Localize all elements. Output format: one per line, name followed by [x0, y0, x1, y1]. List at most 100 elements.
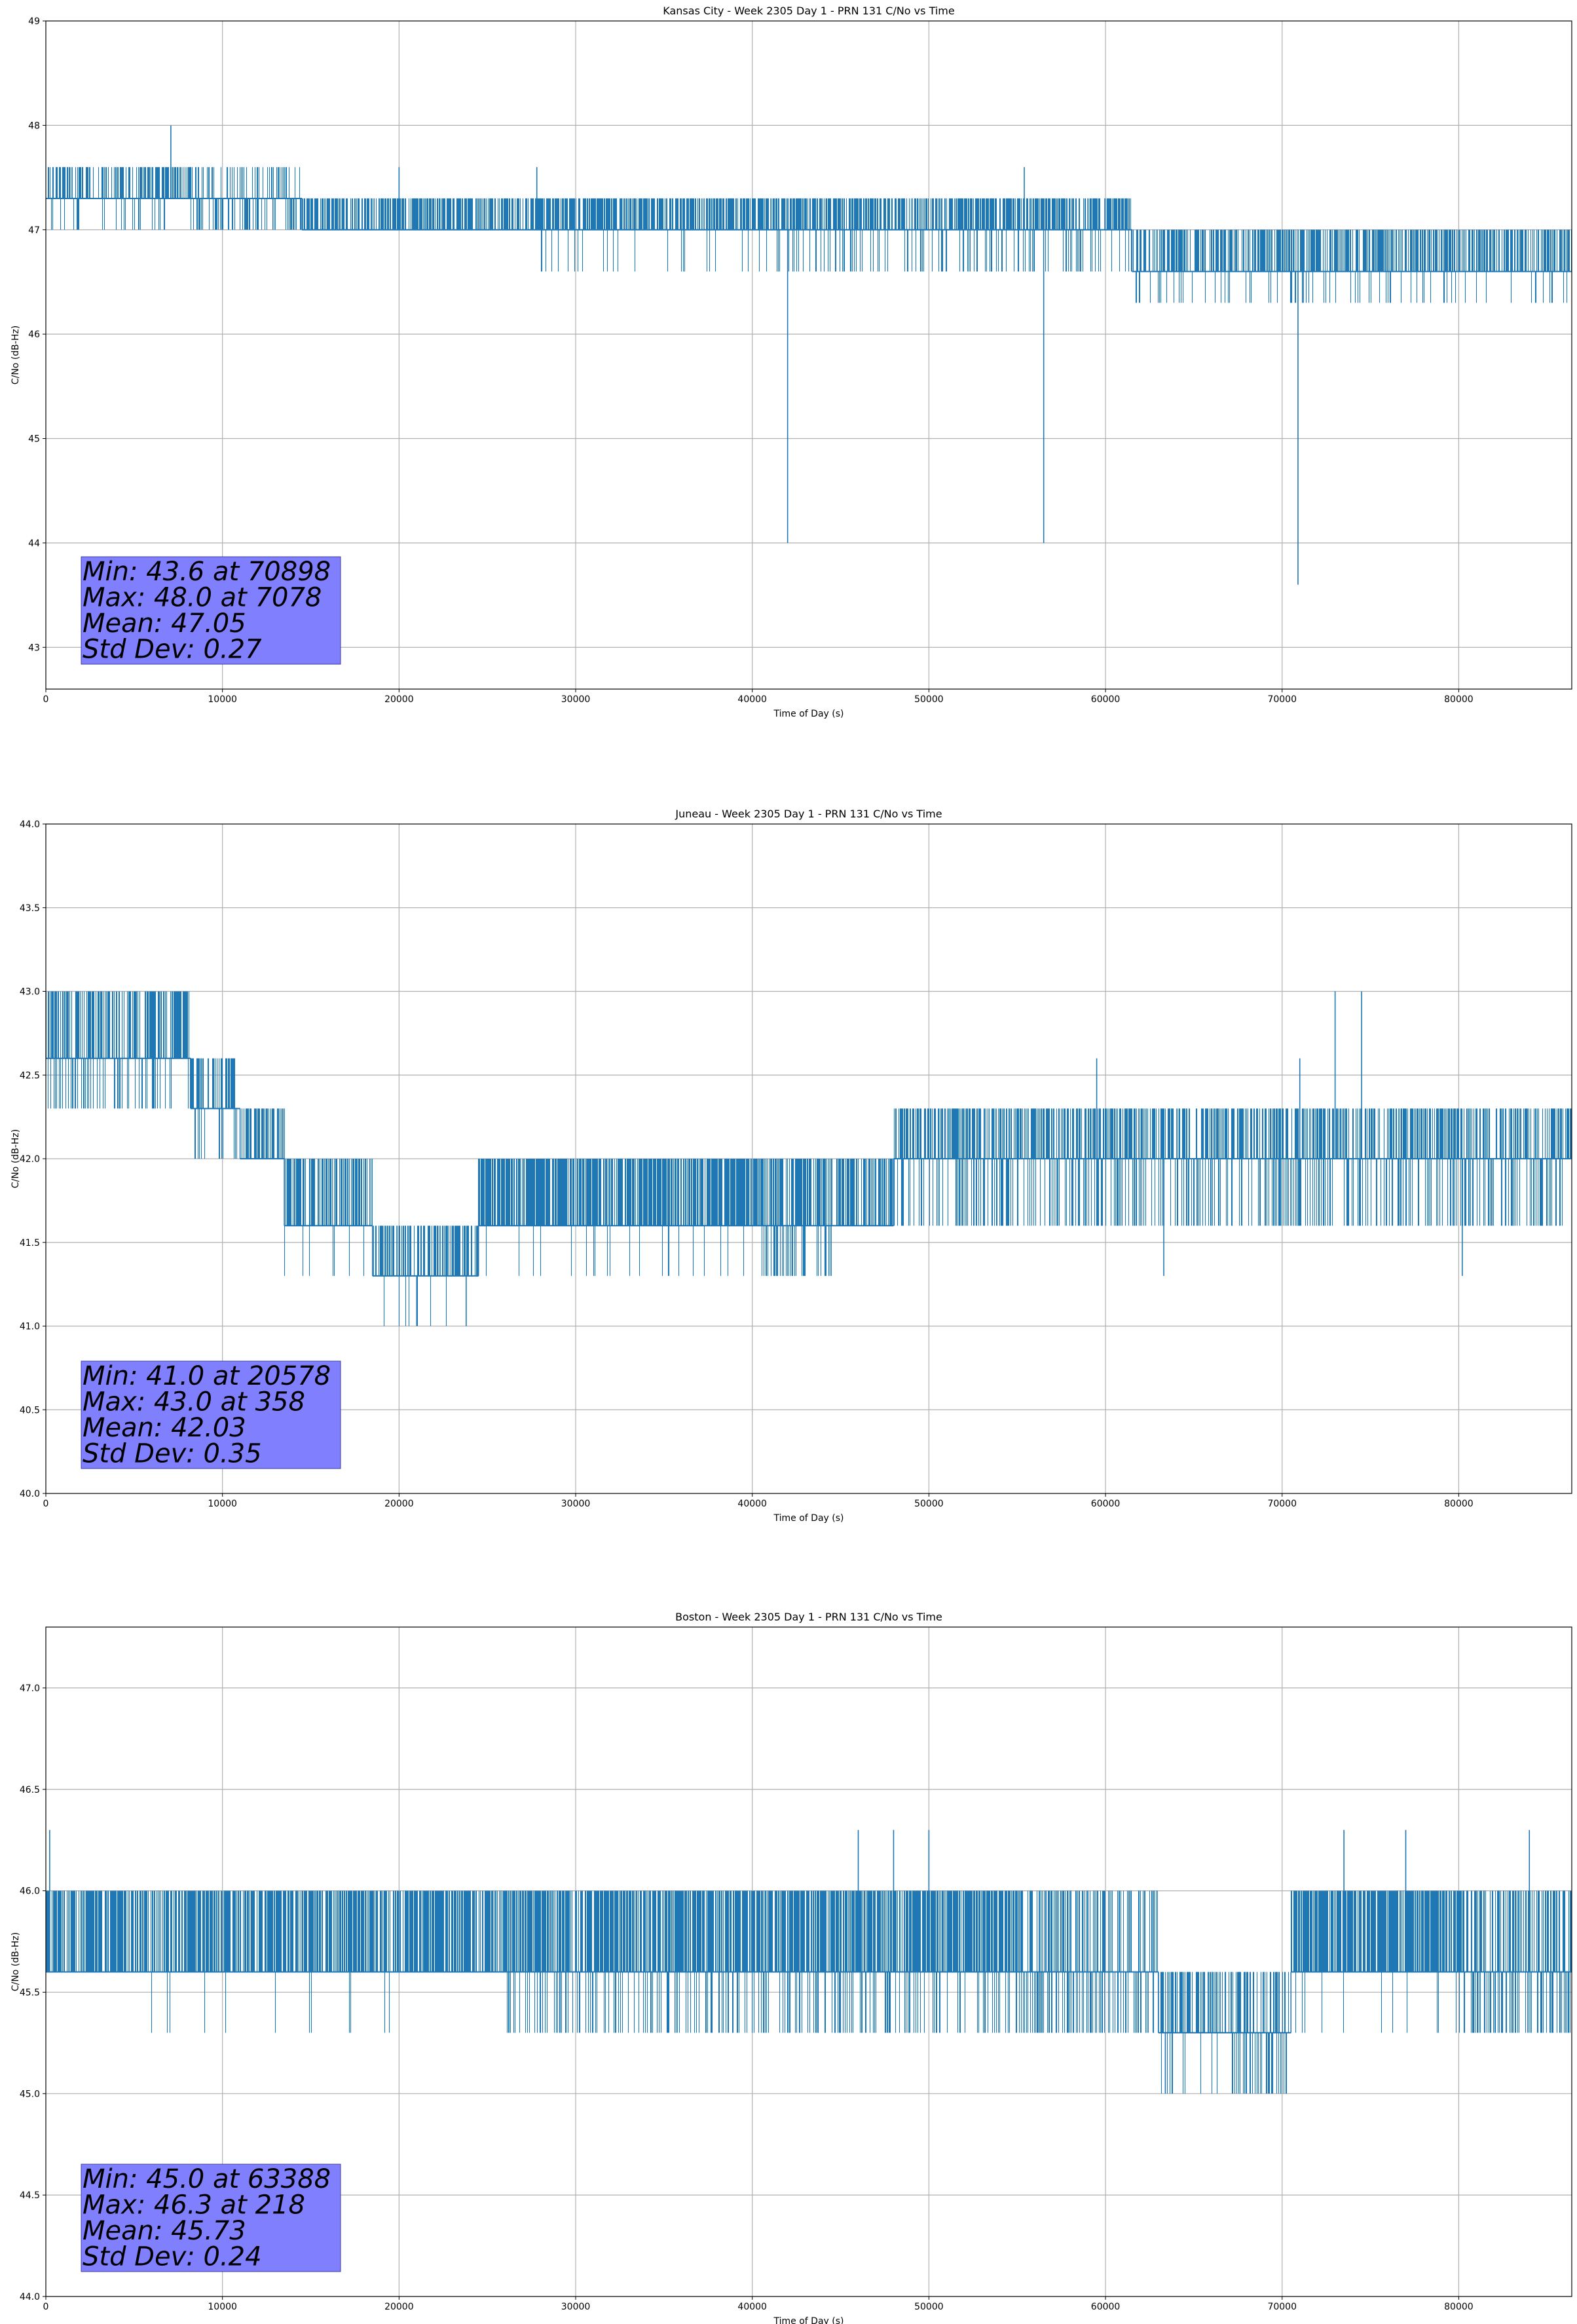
series-line [504, 1890, 646, 2033]
y-tick-label: 48 [28, 121, 40, 131]
y-tick-label: 46 [28, 329, 40, 340]
y-tick-label: 42.5 [20, 1070, 40, 1081]
series-line [1132, 229, 1572, 303]
x-tick-label: 30000 [561, 2302, 591, 2312]
x-tick-label: 60000 [1091, 694, 1121, 705]
x-tick-label: 80000 [1444, 2302, 1474, 2312]
x-axis-label: Time of Day (s) [773, 2316, 844, 2324]
x-tick-label: 0 [43, 694, 49, 705]
stats-box-background [81, 556, 341, 665]
x-axis-label: Time of Day (s) [773, 709, 844, 719]
y-tick-label: 41.5 [20, 1238, 40, 1248]
x-tick-label: 0 [43, 2302, 49, 2312]
x-tick-label: 40000 [737, 1499, 767, 1509]
chart-title: Boston - Week 2305 Day 1 - PRN 131 C/No … [675, 1611, 942, 1623]
series-line [831, 1159, 895, 1226]
axes-frame [45, 1626, 1572, 2297]
y-axis-label: C/No (dB-Hz) [10, 1932, 21, 1991]
x-tick-label: 60000 [1091, 2302, 1121, 2312]
y-tick-label: 41.0 [20, 1322, 40, 1332]
y-tick-label: 45.0 [20, 2089, 40, 2099]
series-line [761, 1159, 832, 1276]
stats-box-background [81, 1360, 341, 1469]
stats-max: Max: 48.0 at 7078 [83, 583, 322, 613]
y-tick-label: 47 [28, 225, 40, 236]
series-line [840, 1890, 1009, 2033]
x-tick-label: 50000 [914, 694, 944, 705]
chart-2: Juneau - Week 2305 Day 1 - PRN 131 C/No … [10, 808, 1572, 1524]
series-line [1290, 1890, 1460, 2033]
y-tick-label: 43.5 [20, 903, 40, 914]
series-line [530, 198, 745, 272]
y-tick-label: 46.0 [20, 1886, 40, 1897]
series-area [46, 991, 1572, 1326]
x-tick-label: 20000 [384, 1499, 414, 1509]
y-tick-label: 44.0 [20, 2292, 40, 2302]
x-tick-label: 70000 [1267, 694, 1297, 705]
series-line [646, 1890, 842, 2033]
series-line [46, 1890, 506, 2033]
stats-std: Std Dev: 0.27 [83, 635, 262, 665]
x-tick-label: 70000 [1267, 2302, 1297, 2312]
y-tick-label: 45.5 [20, 1987, 40, 1998]
y-axis-label: C/No (dB-Hz) [10, 326, 21, 384]
stats-max: Max: 46.3 at 218 [83, 2190, 305, 2221]
chart-title: Juneau - Week 2305 Day 1 - PRN 131 C/No … [675, 808, 942, 820]
axes-frame [45, 20, 1572, 690]
x-tick-label: 20000 [384, 2302, 414, 2312]
series-line [1458, 1890, 1572, 2033]
x-tick-label: 80000 [1444, 1499, 1474, 1509]
series-line [477, 1159, 762, 1276]
stats-mean: Mean: 45.73 [83, 2216, 246, 2246]
series-line [302, 198, 532, 230]
series-line [1007, 1890, 1159, 2033]
x-axis-label: Time of Day (s) [773, 1513, 844, 1524]
stats-min: Min: 41.0 at 20578 [83, 1361, 331, 1391]
y-tick-label: 44 [28, 538, 40, 549]
stats-min: Min: 45.0 at 63388 [83, 2164, 331, 2194]
x-tick-label: 50000 [914, 2302, 944, 2312]
x-tick-label: 70000 [1267, 1499, 1297, 1509]
y-tick-label: 46.5 [20, 1785, 40, 1795]
stats-max: Max: 43.0 at 358 [83, 1387, 305, 1417]
y-axis-label: C/No (dB-Hz) [10, 1129, 21, 1188]
chart-title: Kansas City - Week 2305 Day 1 - PRN 131 … [663, 5, 954, 17]
y-tick-label: 40.0 [20, 1489, 40, 1499]
chart-3: Boston - Week 2305 Day 1 - PRN 131 C/No … [10, 1611, 1572, 2324]
series-line [893, 1108, 1572, 1226]
x-tick-label: 60000 [1091, 1499, 1121, 1509]
y-tick-label: 49 [28, 16, 40, 27]
y-tick-label: 43.0 [20, 987, 40, 998]
x-tick-label: 40000 [737, 2302, 767, 2312]
chart-1: Kansas City - Week 2305 Day 1 - PRN 131 … [10, 5, 1572, 719]
stats-mean: Mean: 47.05 [83, 609, 246, 639]
x-tick-label: 10000 [208, 2302, 237, 2312]
y-tick-label: 40.5 [20, 1405, 40, 1415]
series-line [46, 991, 191, 1109]
series-line [239, 1108, 286, 1159]
stats-mean: Mean: 42.03 [83, 1413, 246, 1443]
y-tick-label: 44.0 [20, 819, 40, 830]
x-tick-label: 30000 [561, 694, 591, 705]
x-tick-label: 30000 [561, 1499, 591, 1509]
x-tick-label: 0 [43, 1499, 49, 1509]
series-line [743, 198, 1133, 272]
y-tick-label: 45 [28, 434, 40, 445]
y-tick-label: 43 [28, 643, 40, 653]
x-tick-label: 50000 [914, 1499, 944, 1509]
y-tick-label: 42.0 [20, 1154, 40, 1165]
x-tick-label: 10000 [208, 1499, 237, 1509]
x-tick-label: 10000 [208, 694, 237, 705]
y-tick-label: 47.0 [20, 1683, 40, 1694]
x-tick-label: 80000 [1444, 694, 1474, 705]
series-line [284, 1159, 373, 1276]
stats-std: Std Dev: 0.35 [83, 1439, 262, 1469]
y-tick-label: 44.5 [20, 2190, 40, 2201]
stats-box-background [81, 2164, 341, 2272]
stats-std: Std Dev: 0.24 [83, 2242, 262, 2272]
x-tick-label: 20000 [384, 694, 414, 705]
x-tick-label: 40000 [737, 694, 767, 705]
